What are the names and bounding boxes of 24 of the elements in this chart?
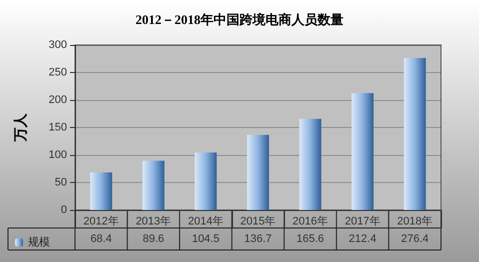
y-tick-label: 200 (48, 94, 67, 106)
chart-title: 2012－2018年中国跨境电商人员数量 (136, 12, 344, 27)
y-tick-label: 50 (54, 176, 67, 188)
x-tick-label: 2017年 (344, 216, 380, 228)
y-axis-title: 万人 (12, 112, 28, 142)
data-label: 276.4 (401, 233, 429, 245)
data-label: 104.5 (192, 233, 220, 245)
y-tick-label: 150 (48, 122, 67, 134)
x-tick-label: 2015年 (240, 216, 276, 228)
data-label: 212.4 (348, 233, 376, 245)
x-tick-label: 2014年 (188, 216, 224, 228)
data-label: 89.6 (142, 233, 164, 245)
x-tick-label: 2013年 (136, 216, 172, 228)
data-label: 136.7 (244, 233, 272, 245)
x-tick-label: 2016年 (292, 216, 328, 228)
y-tick-label: 250 (48, 66, 67, 78)
data-label: 165.6 (296, 233, 324, 245)
y-tick-label: 100 (48, 149, 67, 161)
y-tick-label: 300 (48, 39, 67, 51)
legend-label: 规模 (28, 236, 50, 248)
y-tick-label: 0 (60, 204, 67, 216)
x-tick-label: 2012年 (83, 216, 119, 228)
data-label: 68.4 (90, 233, 112, 245)
x-tick-label: 2018年 (397, 216, 433, 228)
